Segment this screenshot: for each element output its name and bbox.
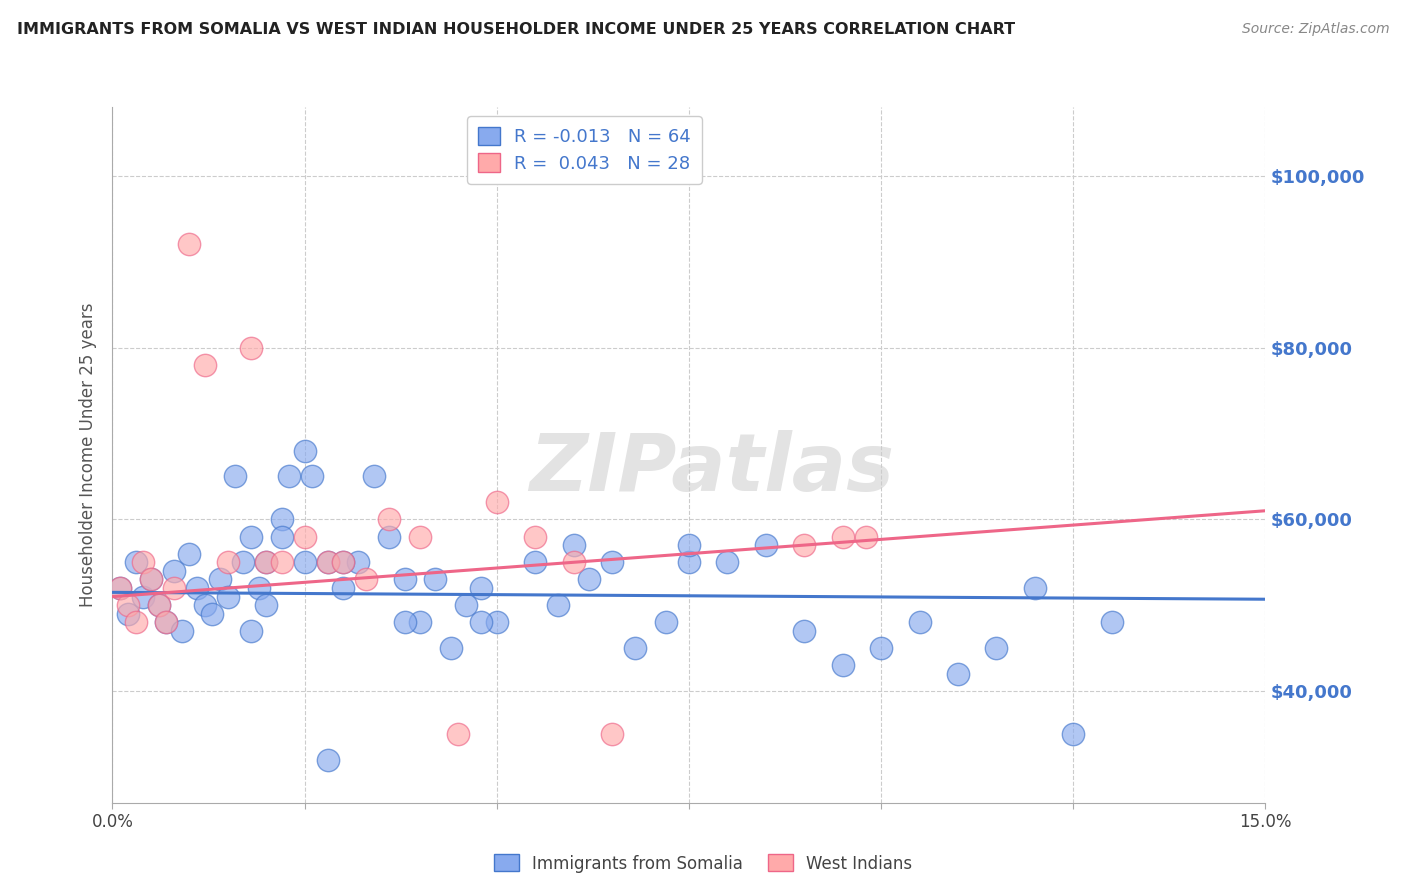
Point <box>224 469 246 483</box>
Point <box>378 512 401 526</box>
Point <box>179 547 201 561</box>
Point <box>194 358 217 372</box>
Point <box>655 615 678 630</box>
Text: IMMIGRANTS FROM SOMALIA VS WEST INDIAN HOUSEHOLDER INCOME UNDER 25 YEARS CORRELA: IMMIGRANTS FROM SOMALIA VS WEST INDIAN H… <box>17 22 1015 37</box>
Point <box>1101 615 1123 630</box>
Point <box>301 469 323 483</box>
Point <box>316 753 339 767</box>
Point <box>108 581 131 595</box>
Point <box>239 624 262 638</box>
Point <box>239 341 262 355</box>
Point <box>148 599 170 613</box>
Point <box>117 607 139 621</box>
Point <box>547 599 569 613</box>
Point <box>270 555 292 569</box>
Point <box>186 581 208 595</box>
Point <box>678 555 700 569</box>
Point <box>201 607 224 621</box>
Point <box>294 555 316 569</box>
Point <box>294 443 316 458</box>
Point <box>124 615 146 630</box>
Point <box>363 469 385 483</box>
Point <box>600 555 623 569</box>
Point <box>217 555 239 569</box>
Point <box>394 573 416 587</box>
Point <box>447 727 470 741</box>
Point <box>562 538 585 552</box>
Point <box>831 529 853 543</box>
Point <box>485 495 508 509</box>
Point <box>454 599 477 613</box>
Point <box>716 555 738 569</box>
Point <box>124 555 146 569</box>
Point <box>624 641 647 656</box>
Point <box>270 512 292 526</box>
Point <box>793 624 815 638</box>
Point <box>394 615 416 630</box>
Point <box>132 555 155 569</box>
Point <box>132 590 155 604</box>
Y-axis label: Householder Income Under 25 years: Householder Income Under 25 years <box>79 302 97 607</box>
Point <box>332 555 354 569</box>
Point <box>316 555 339 569</box>
Point <box>855 529 877 543</box>
Point <box>1062 727 1084 741</box>
Point <box>247 581 270 595</box>
Point <box>440 641 463 656</box>
Point <box>908 615 931 630</box>
Point <box>332 555 354 569</box>
Point <box>347 555 370 569</box>
Point <box>254 555 277 569</box>
Legend: Immigrants from Somalia, West Indians: Immigrants from Somalia, West Indians <box>486 847 920 880</box>
Point <box>194 599 217 613</box>
Point <box>524 555 547 569</box>
Point <box>294 529 316 543</box>
Point <box>1024 581 1046 595</box>
Point <box>254 555 277 569</box>
Point <box>524 529 547 543</box>
Point <box>217 590 239 604</box>
Point <box>354 573 377 587</box>
Point <box>755 538 778 552</box>
Point <box>378 529 401 543</box>
Point <box>332 581 354 595</box>
Point <box>600 727 623 741</box>
Point <box>117 599 139 613</box>
Point <box>831 658 853 673</box>
Text: Source: ZipAtlas.com: Source: ZipAtlas.com <box>1241 22 1389 37</box>
Text: ZIPatlas: ZIPatlas <box>530 430 894 508</box>
Point <box>870 641 893 656</box>
Point <box>316 555 339 569</box>
Point <box>425 573 447 587</box>
Point <box>470 615 492 630</box>
Point <box>163 564 186 578</box>
Point <box>270 529 292 543</box>
Point <box>232 555 254 569</box>
Point <box>254 599 277 613</box>
Point <box>108 581 131 595</box>
Point <box>239 529 262 543</box>
Point <box>179 237 201 252</box>
Point <box>946 667 969 681</box>
Point <box>409 529 432 543</box>
Legend: R = -0.013   N = 64, R =  0.043   N = 28: R = -0.013 N = 64, R = 0.043 N = 28 <box>467 116 702 184</box>
Point <box>409 615 432 630</box>
Point <box>470 581 492 595</box>
Point <box>209 573 232 587</box>
Point <box>278 469 301 483</box>
Point <box>139 573 162 587</box>
Point <box>485 615 508 630</box>
Point <box>155 615 177 630</box>
Point <box>148 599 170 613</box>
Point <box>155 615 177 630</box>
Point <box>678 538 700 552</box>
Point <box>986 641 1008 656</box>
Point <box>163 581 186 595</box>
Point <box>793 538 815 552</box>
Point <box>562 555 585 569</box>
Point <box>578 573 600 587</box>
Point <box>170 624 193 638</box>
Point <box>139 573 162 587</box>
